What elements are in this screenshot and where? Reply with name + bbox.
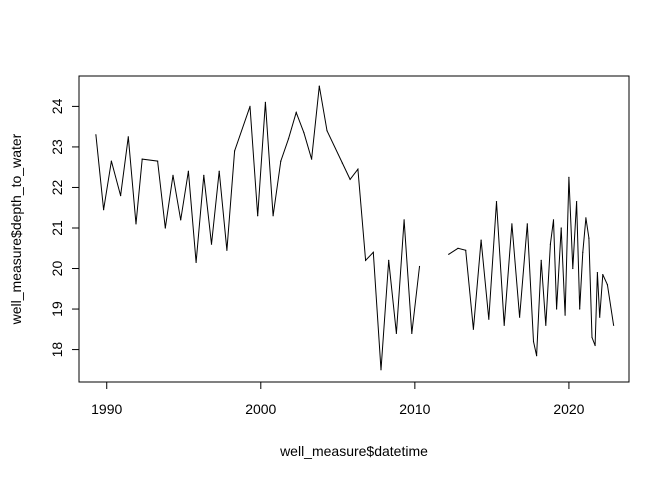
data-point <box>472 328 474 330</box>
data-point <box>457 247 459 249</box>
data-point <box>272 215 274 217</box>
data-point <box>341 162 343 164</box>
data-point <box>526 223 528 225</box>
data-point <box>556 308 558 310</box>
data-point <box>576 201 578 203</box>
data-point <box>594 344 596 347</box>
data-point <box>564 314 566 316</box>
data-point <box>448 253 450 255</box>
data-point <box>596 272 599 274</box>
x-tick-label: 2000 <box>245 401 276 417</box>
data-point <box>488 318 490 320</box>
x-tick-label: 2020 <box>553 401 584 417</box>
data-point <box>234 150 236 152</box>
data-point <box>164 227 166 229</box>
x-axis: 1990 2000 2010 2020 <box>91 381 585 417</box>
data-point <box>127 136 129 138</box>
data-point <box>613 324 615 326</box>
data-point <box>606 284 609 286</box>
series-layer <box>95 85 615 371</box>
data-point <box>388 259 390 261</box>
y-tick-label: 22 <box>49 179 65 195</box>
x-tick-label: 1990 <box>91 401 122 417</box>
data-point <box>180 219 182 221</box>
data-point <box>582 251 584 253</box>
data-point <box>172 174 174 176</box>
data-point <box>511 223 513 225</box>
data-point <box>588 237 590 239</box>
data-point <box>395 332 397 334</box>
data-point <box>585 217 587 219</box>
data-point <box>218 170 220 172</box>
data-point <box>95 134 97 136</box>
data-point <box>411 332 413 334</box>
data-point <box>249 105 251 107</box>
y-tick-label: 19 <box>49 301 65 317</box>
data-point <box>552 219 555 221</box>
data-point <box>549 243 552 245</box>
data-point <box>503 324 505 326</box>
series-line-segment-2 <box>448 177 615 356</box>
data-point <box>372 251 374 253</box>
data-point <box>560 227 562 229</box>
data-point <box>495 201 498 203</box>
x-axis-title: well_measure$datetime <box>279 443 428 459</box>
data-point <box>579 308 581 310</box>
data-point <box>303 132 305 134</box>
series-line-segment-1 <box>95 86 420 370</box>
data-point <box>532 340 535 343</box>
data-point <box>120 195 122 197</box>
data-point <box>280 160 282 162</box>
y-axis: 18 19 20 21 22 23 24 <box>49 98 80 358</box>
data-point <box>418 265 421 268</box>
data-point <box>572 267 574 270</box>
y-tick-label: 18 <box>49 342 65 358</box>
data-point <box>403 219 405 221</box>
y-tick-label: 21 <box>49 220 65 236</box>
data-point <box>257 215 259 217</box>
y-tick-label: 23 <box>49 139 65 155</box>
data-point <box>591 336 593 338</box>
data-point <box>568 176 570 178</box>
data-point <box>326 130 328 132</box>
data-point <box>311 158 313 160</box>
data-point <box>465 249 467 251</box>
y-tick-label: 24 <box>49 98 65 114</box>
y-axis-title: well_measure$depth_to_water <box>8 133 24 325</box>
data-point <box>545 324 547 326</box>
data-point <box>141 158 143 160</box>
y-tick-label: 20 <box>49 261 65 277</box>
x-tick-label: 2010 <box>399 401 430 417</box>
data-point <box>157 160 159 162</box>
data-point <box>349 178 351 180</box>
data-point <box>135 223 137 225</box>
data-point <box>103 209 105 211</box>
data-point <box>480 239 482 241</box>
data-point <box>203 174 205 176</box>
data-point <box>599 316 601 318</box>
data-point <box>195 261 197 263</box>
data-point <box>318 85 320 87</box>
data-point <box>187 170 189 172</box>
data-point <box>380 369 382 371</box>
data-point <box>226 249 228 251</box>
data-point <box>295 111 297 114</box>
data-point <box>365 259 367 261</box>
data-point <box>110 160 112 162</box>
data-point <box>536 355 538 357</box>
data-point <box>602 274 604 276</box>
data-point <box>519 316 521 318</box>
data-point <box>210 243 213 245</box>
data-point <box>540 259 542 261</box>
data-point <box>357 168 359 170</box>
data-point <box>264 101 266 103</box>
data-point <box>287 138 290 140</box>
